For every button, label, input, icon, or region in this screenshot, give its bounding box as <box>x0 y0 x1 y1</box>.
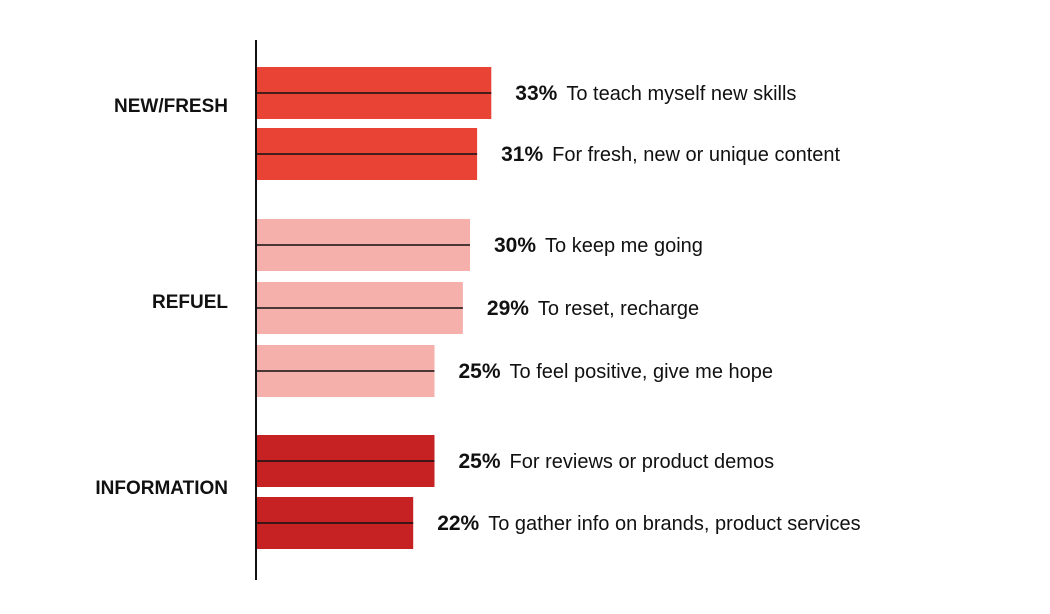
category-label: To gather info on brands, product servic… <box>488 513 860 535</box>
category-label: To keep me going <box>545 235 703 257</box>
bar-label-refuel-2: 29% To reset, recharge <box>487 297 699 320</box>
bar-label-information-1: 25% For reviews or product demos <box>459 450 775 473</box>
bar-label-refuel-3: 25% To feel positive, give me hope <box>459 360 774 383</box>
value-label: 31% <box>501 143 543 166</box>
value-label: 25% <box>459 360 501 383</box>
value-label: 25% <box>459 450 501 473</box>
labels-layer: NEW/FRESH 33% To teach myself new skills 31… <box>95 82 860 535</box>
group-label-refuel: REFUEL <box>152 292 228 313</box>
value-label: 30% <box>494 234 536 257</box>
category-label: For fresh, new or unique content <box>552 144 840 166</box>
category-label: To feel positive, give me hope <box>510 361 774 383</box>
bar-label-information-2: 22% To gather info on brands, product ser… <box>437 512 860 535</box>
bar-label-new-fresh-2: 31% For fresh, new or unique content <box>501 143 840 166</box>
group-label-information: INFORMATION <box>95 478 228 499</box>
bars-layer <box>257 67 492 549</box>
category-label: To teach myself new skills <box>566 83 796 105</box>
category-label: To reset, recharge <box>538 298 699 320</box>
category-label: For reviews or product demos <box>510 451 775 473</box>
value-label: 33% <box>515 82 557 105</box>
value-label: 22% <box>437 512 479 535</box>
value-label: 29% <box>487 297 529 320</box>
group-label-new-fresh: NEW/FRESH <box>114 96 228 117</box>
bar-label-refuel-1: 30% To keep me going <box>494 234 703 257</box>
bar-label-new-fresh-1: 33% To teach myself new skills <box>515 82 796 105</box>
